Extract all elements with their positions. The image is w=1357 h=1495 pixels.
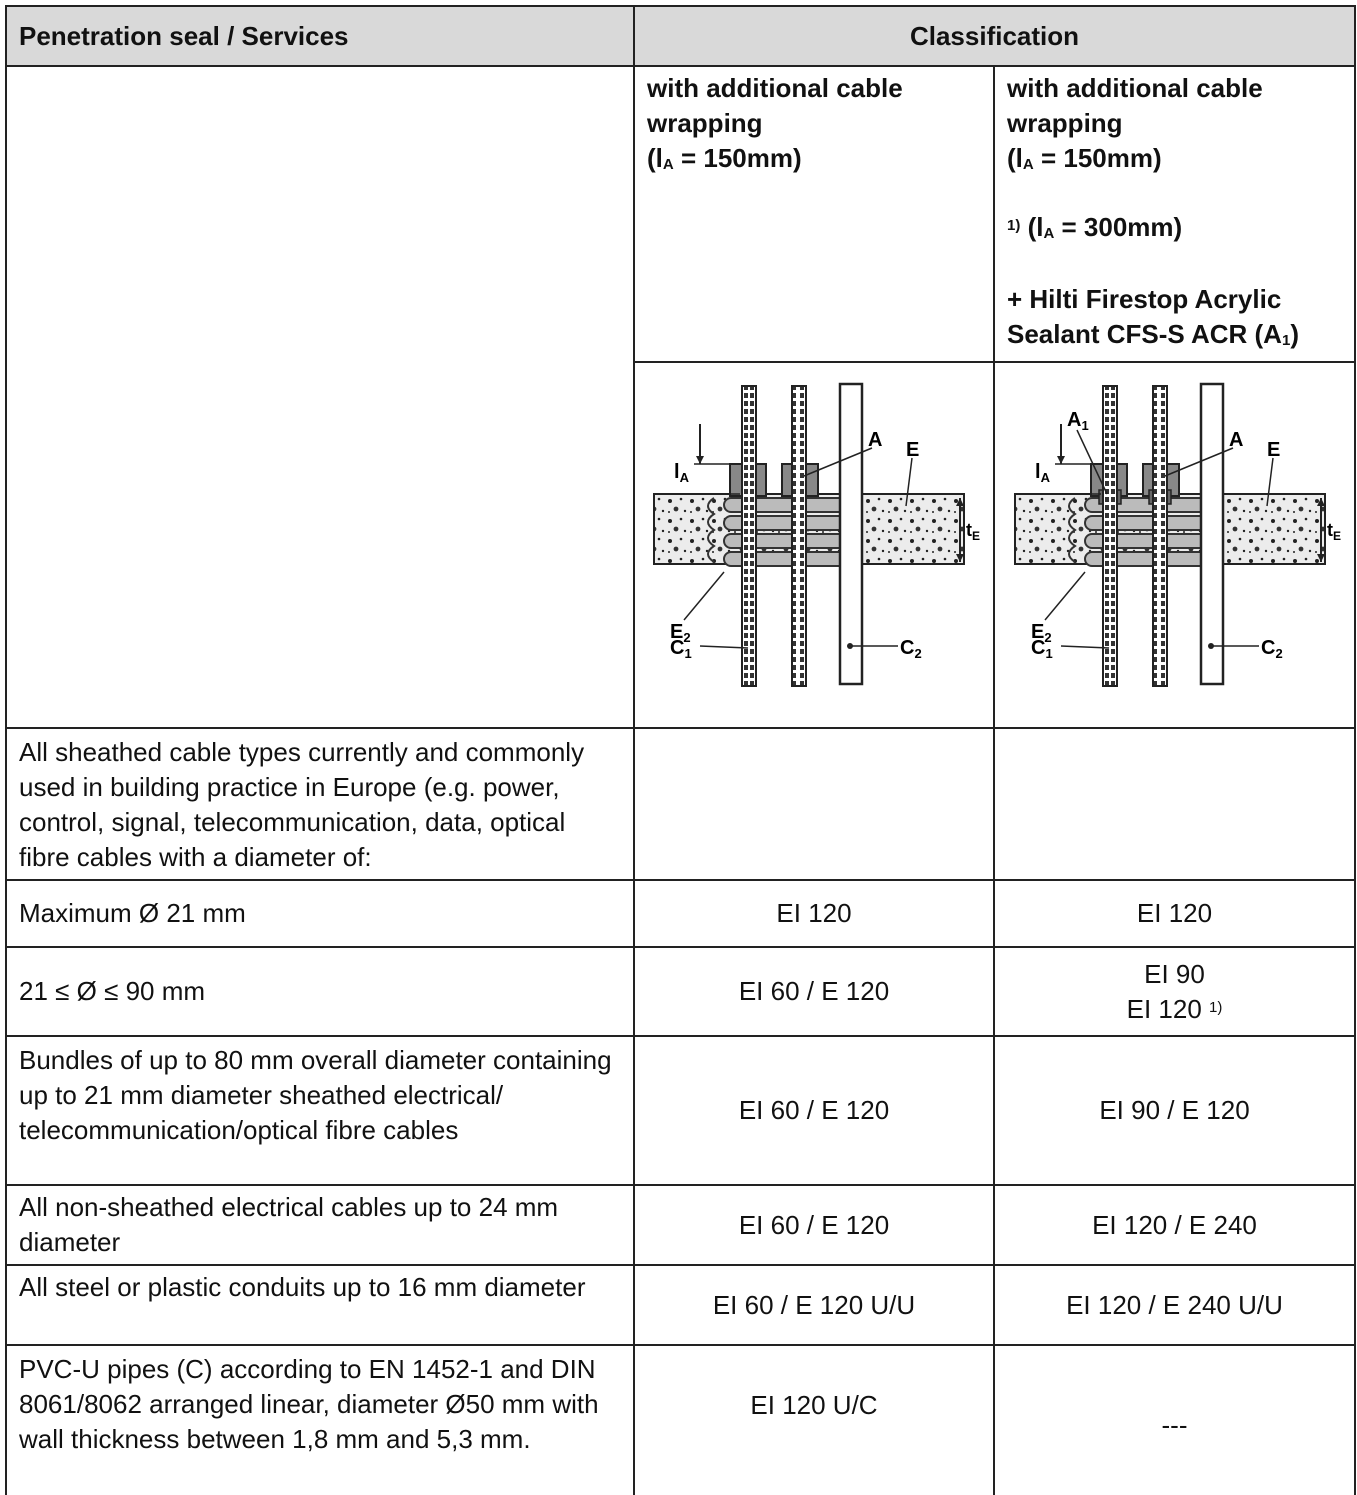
c1-text: C1 [1031,637,1053,661]
table-row: 21 ≤ Ø ≤ 90 mm EI 60 / E 120 EI 90 EI 12… [5,946,1356,1037]
classification-cell: EI 60 / E 120 [633,946,995,1037]
classification-cell: EI 120 [993,879,1356,948]
table-row: All steel or plastic conduits up to 16 m… [5,1264,1356,1346]
classification-cell: EI 60 / E 120 [633,1035,995,1186]
footnote-mark: 1) [1007,217,1021,234]
e2-text: E2 [1031,621,1052,645]
classification-cell: EI 60 / E 120 [633,1184,995,1266]
sealant-sub: 1 [1281,332,1291,349]
classification-line: EI 90 [1144,958,1205,989]
diagram-cell-col3: lA A1 A E tE E2 C1 C2 [993,361,1356,729]
penetration-seal-diagram: lA A E tE E2 C1 C2 [653,382,980,687]
la2-sub: A [1043,225,1055,242]
sealant-close: ) [1290,319,1299,349]
service-cell: 21 ≤ Ø ≤ 90 mm [5,946,635,1037]
diagram-row: lA A E tE E2 C1 C2 [6,361,1356,729]
c1-text: C1 [670,637,692,661]
e2-text: E2 [670,621,691,645]
la2-open: (l [1020,212,1044,242]
la-300-label: 1) (lA = 300mm) [1007,210,1342,249]
diagram-cell-col2: lA A E tE E2 C1 C2 [633,361,995,729]
header-services: Penetration seal / Services [5,5,635,67]
c2-text: C2 [1261,637,1283,661]
table-row: Bundles of up to 80 mm overall diameter … [5,1035,1356,1186]
service-cell: Maximum Ø 21 mm [5,879,635,948]
la-label: (lA = 150mm) [647,141,981,180]
service-cell: All non-sheathed electrical cables up to… [5,1184,635,1266]
classification-cell: EI 90 / E 120 [993,1035,1356,1186]
classification-cell: EI 60 / E 120 U/U [633,1264,995,1346]
empty-services-cell [5,65,635,729]
la-text: lA [1035,461,1051,485]
a-text: A [1229,429,1243,451]
la2-value: = 300mm) [1054,212,1183,242]
la-text: lA [674,461,690,485]
te-text: tE [1327,520,1341,543]
subheader-col3: with additional cable wrapping (lA = 150… [993,65,1356,363]
sealant-label: + Hilti Firestop Acrylic Sealant CFS-S A… [1007,282,1342,356]
a-text: A [868,429,882,451]
classification-cell: --- [993,1344,1356,1495]
classification-table: Penetration seal / Services Classificati… [5,5,1356,1495]
c2-text: C2 [900,637,922,661]
la-open: (l [1007,143,1023,173]
la-sub: A [1022,156,1034,173]
la-value: = 150mm) [673,143,802,173]
la-sub: A [662,156,674,173]
table-row: Maximum Ø 21 mm EI 120 EI 120 [5,879,1356,948]
wrapping-label: with additional cable wrapping [647,73,903,138]
table-row: All sheathed cable types currently and c… [5,727,1356,881]
la-value: = 150mm) [1033,143,1162,173]
service-cell: All steel or plastic conduits up to 16 m… [5,1264,635,1346]
classification-cell [633,727,995,881]
service-cell: PVC-U pipes (C) according to EN 1452-1 a… [5,1344,635,1495]
sealant-text: + Hilti Firestop Acrylic Sealant CFS-S A… [1007,284,1282,349]
la-open: (l [647,143,663,173]
header-classification: Classification [633,5,1356,67]
service-cell: All sheathed cable types currently and c… [5,727,635,881]
subheader-row: with additional cable wrapping (lA = 150… [5,65,1356,729]
e-text: E [906,439,919,461]
classification-cell: EI 120 / E 240 U/U [993,1264,1356,1346]
wrapping-label: with additional cable wrapping [1007,73,1263,138]
la-label: (lA = 150mm) [1007,141,1342,180]
table-row: PVC-U pipes (C) according to EN 1452-1 a… [5,1344,1356,1495]
classification-cell: EI 120 [633,879,995,948]
footnote-mark: 1) [1209,998,1223,1016]
classification-line: EI 120 1) [1126,993,1223,1024]
te-text: tE [966,520,980,543]
classification-cell: EI 120 / E 240 [993,1184,1356,1266]
classification-cell [993,727,1356,881]
penetration-seal-sealant-diagram: lA A1 A E tE E2 C1 C2 [1013,382,1341,687]
table-row: All non-sheathed electrical cables up to… [5,1184,1356,1266]
classification-cell: EI 120 U/C [633,1344,995,1495]
subheader-col2: with additional cable wrapping (lA = 150… [633,65,995,363]
e-text: E [1267,439,1280,461]
a1-text: A1 [1067,409,1089,433]
classification-cell: EI 90 EI 120 1) [993,946,1356,1037]
header-row: Penetration seal / Services Classificati… [5,5,1356,67]
service-cell: Bundles of up to 80 mm overall diameter … [5,1035,635,1186]
